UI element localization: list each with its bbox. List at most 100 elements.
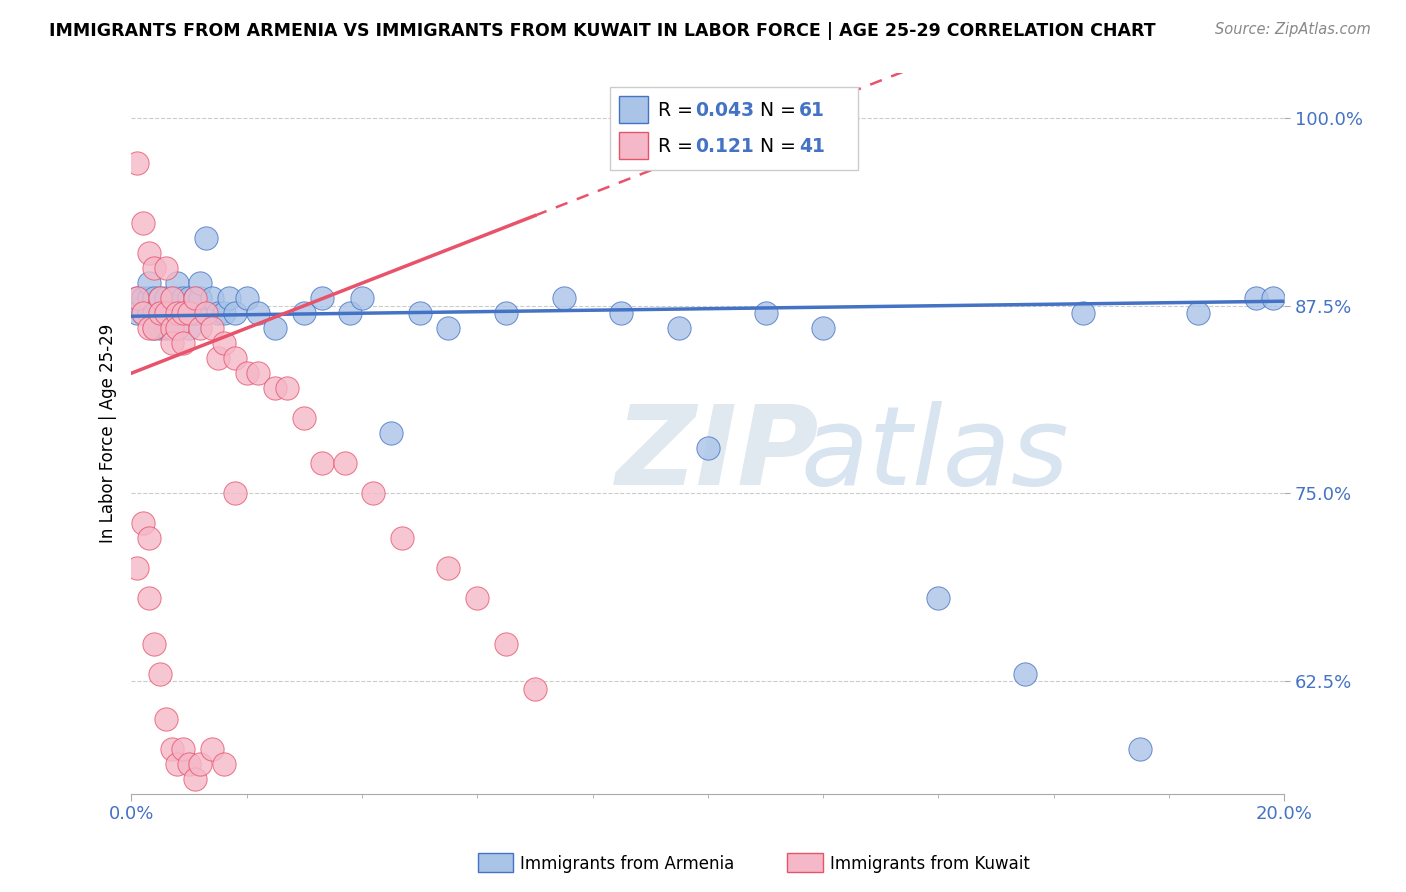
- Point: [235, 291, 257, 305]
- Point: [1244, 291, 1267, 305]
- Point: [132, 306, 155, 320]
- Point: [495, 306, 517, 320]
- Point: [311, 291, 333, 305]
- Point: [190, 276, 212, 290]
- Point: [183, 306, 205, 320]
- Point: [166, 756, 188, 771]
- Point: [668, 321, 690, 335]
- Point: [172, 741, 194, 756]
- Point: [125, 306, 148, 320]
- Point: [224, 351, 246, 366]
- Point: [235, 366, 257, 380]
- Point: [125, 156, 148, 170]
- Point: [247, 366, 270, 380]
- Text: R =: R =: [658, 137, 699, 156]
- Point: [201, 291, 224, 305]
- Point: [166, 276, 188, 290]
- Point: [1261, 291, 1284, 305]
- Point: [292, 306, 315, 320]
- Point: [160, 321, 183, 335]
- Point: [292, 411, 315, 425]
- Point: [195, 306, 218, 320]
- Point: [138, 591, 160, 606]
- Point: [177, 306, 200, 320]
- Point: [160, 291, 183, 305]
- Point: [155, 291, 177, 305]
- Point: [437, 561, 460, 575]
- Point: [177, 306, 200, 320]
- Point: [166, 291, 188, 305]
- Point: [149, 321, 172, 335]
- Point: [172, 306, 194, 320]
- Point: [172, 291, 194, 305]
- Point: [172, 306, 194, 320]
- Point: [465, 591, 488, 606]
- Point: [363, 486, 385, 500]
- Point: [218, 291, 240, 305]
- Point: [1187, 306, 1209, 320]
- Point: [160, 291, 183, 305]
- Point: [495, 636, 517, 650]
- Point: [195, 231, 218, 245]
- Text: IMMIGRANTS FROM ARMENIA VS IMMIGRANTS FROM KUWAIT IN LABOR FORCE | AGE 25-29 COR: IMMIGRANTS FROM ARMENIA VS IMMIGRANTS FR…: [49, 22, 1156, 40]
- Point: [408, 306, 430, 320]
- Y-axis label: In Labor Force | Age 25-29: In Labor Force | Age 25-29: [100, 324, 117, 543]
- Point: [138, 321, 160, 335]
- Text: Source: ZipAtlas.com: Source: ZipAtlas.com: [1215, 22, 1371, 37]
- Point: [553, 291, 575, 305]
- Point: [160, 336, 183, 351]
- Point: [207, 351, 229, 366]
- Point: [183, 291, 205, 305]
- Point: [339, 306, 361, 320]
- Point: [391, 532, 413, 546]
- Text: N =: N =: [759, 101, 801, 120]
- Point: [138, 276, 160, 290]
- Point: [1071, 306, 1094, 320]
- Point: [201, 741, 224, 756]
- Point: [132, 516, 155, 531]
- Point: [207, 306, 229, 320]
- Point: [212, 306, 235, 320]
- Bar: [619, 132, 648, 160]
- Point: [311, 456, 333, 470]
- Point: [149, 306, 172, 320]
- Point: [166, 321, 188, 335]
- Point: [212, 336, 235, 351]
- Point: [212, 756, 235, 771]
- Point: [143, 306, 166, 320]
- Point: [149, 291, 172, 305]
- Point: [143, 321, 166, 335]
- Point: [143, 291, 166, 305]
- Text: 0.121: 0.121: [695, 137, 754, 156]
- Text: 0.043: 0.043: [695, 101, 754, 120]
- Point: [132, 306, 155, 320]
- Point: [160, 741, 183, 756]
- Point: [132, 291, 155, 305]
- Point: [1014, 666, 1036, 681]
- Point: [155, 712, 177, 726]
- Point: [138, 532, 160, 546]
- Point: [166, 306, 188, 320]
- Point: [224, 306, 246, 320]
- Point: [264, 321, 287, 335]
- Text: R =: R =: [658, 101, 699, 120]
- Point: [1129, 741, 1152, 756]
- Point: [149, 291, 172, 305]
- Text: ZIP: ZIP: [616, 401, 820, 508]
- Point: [247, 306, 270, 320]
- Text: 61: 61: [799, 101, 825, 120]
- Point: [125, 291, 148, 305]
- FancyBboxPatch shape: [610, 87, 858, 170]
- Point: [155, 321, 177, 335]
- Text: 41: 41: [799, 137, 825, 156]
- Point: [333, 456, 356, 470]
- Point: [149, 666, 172, 681]
- Point: [927, 591, 949, 606]
- Point: [190, 756, 212, 771]
- Bar: [619, 96, 648, 123]
- Point: [172, 336, 194, 351]
- Text: Immigrants from Armenia: Immigrants from Armenia: [520, 855, 734, 873]
- Point: [177, 756, 200, 771]
- Point: [437, 321, 460, 335]
- Point: [610, 306, 633, 320]
